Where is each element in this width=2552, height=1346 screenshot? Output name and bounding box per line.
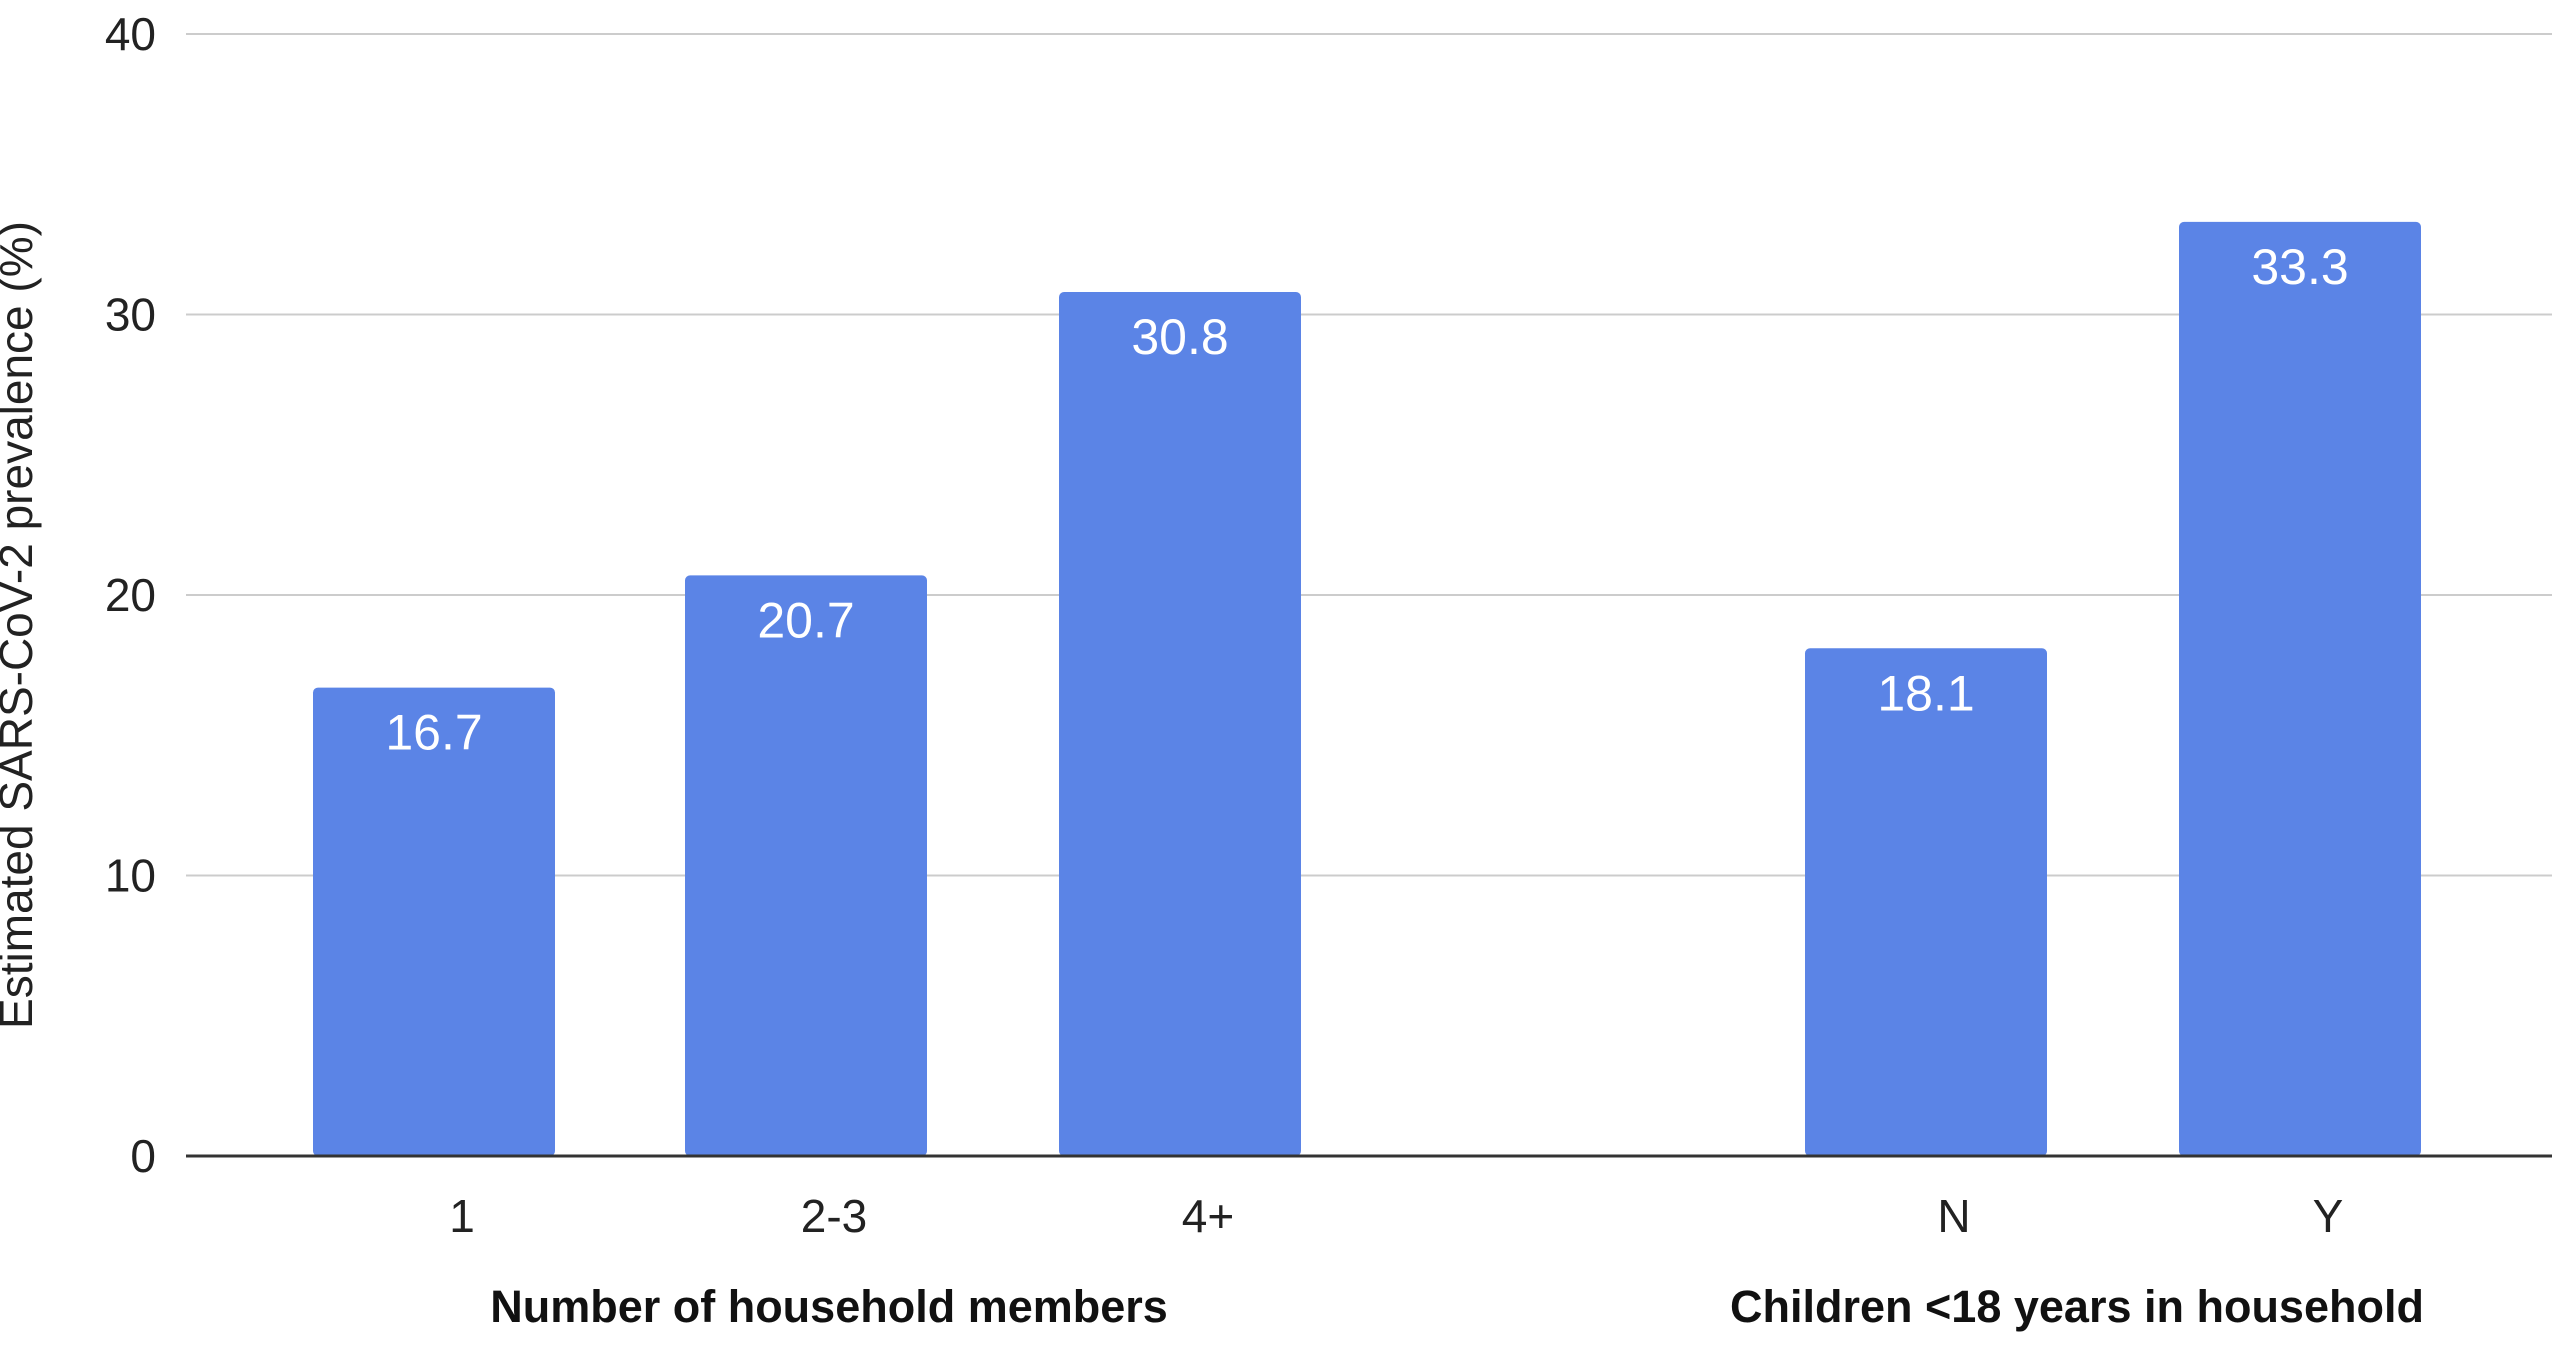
gridlines — [186, 33, 2552, 877]
bar — [1059, 292, 1301, 1156]
group-label: Children <18 years in household — [1730, 1281, 2424, 1332]
bar-value-label: 18.1 — [1877, 665, 1974, 721]
x-tick-label: 4+ — [1182, 1190, 1234, 1242]
y-tick-label: 0 — [130, 1130, 156, 1182]
y-tick-label: 20 — [105, 569, 156, 621]
x-tick-label: Y — [2313, 1190, 2344, 1242]
bar-value-label: 20.7 — [757, 592, 854, 648]
y-tick-label: 10 — [105, 850, 156, 902]
bar — [313, 687, 555, 1156]
bar — [2179, 221, 2421, 1156]
x-tick-label: N — [1937, 1190, 1970, 1242]
group-label: Number of household members — [490, 1281, 1168, 1332]
bar-value-label: 30.8 — [1131, 309, 1228, 365]
bar-value-label: 33.3 — [2251, 239, 2348, 295]
x-tick-labels: 1 2-3 4+ N Y — [449, 1190, 2343, 1242]
y-tick-label: 40 — [105, 8, 156, 60]
x-tick-label: 1 — [449, 1190, 475, 1242]
y-axis-title: Estimated SARS-CoV-2 prevalence (%) — [0, 221, 42, 1029]
y-tick-label: 30 — [105, 289, 156, 341]
y-ticks: 0 10 20 30 40 — [105, 8, 156, 1182]
x-tick-label: 2-3 — [801, 1190, 867, 1242]
bar — [1805, 648, 2047, 1156]
bar-value-label: 16.7 — [385, 705, 482, 761]
bar — [685, 575, 927, 1156]
group-labels: Number of household members Children <18 … — [490, 1281, 2424, 1332]
bars: 16.7 20.7 30.8 18.1 33.3 — [313, 221, 2421, 1156]
